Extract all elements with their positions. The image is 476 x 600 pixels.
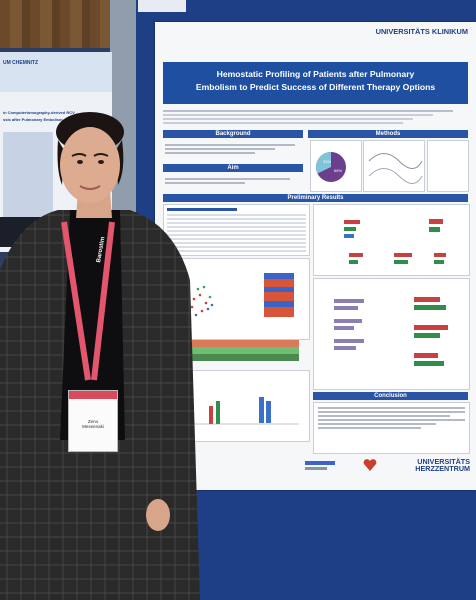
partner-logo (305, 456, 355, 476)
heart-center-logo-text: UNIVERSITÄTS HERZZENTRUM (415, 457, 470, 473)
methods-pie-chart: 33% 66% (316, 152, 346, 182)
left-poster-header (0, 52, 112, 92)
aim-text (165, 176, 300, 186)
section-preliminary-results: Preliminary Results (163, 194, 468, 202)
background-text (165, 142, 300, 156)
primary-outcome-charts (313, 204, 470, 276)
left-poster-title-1: in Computertomography-derived RCV (3, 110, 75, 115)
badge-name-1: Zeno (87, 419, 99, 424)
university-logo: UNIVERSITÄTS KLINIKUM (376, 28, 468, 36)
section-methods: Methods (308, 130, 468, 138)
left-poster-title-2: ssis after Pulmonary Embolism (3, 117, 63, 122)
university-logo-text: UNIVERSITÄTS KLINIKUM (375, 27, 468, 36)
badge-header (69, 391, 117, 399)
cluster-table (179, 340, 299, 362)
board-number-tag (138, 0, 186, 12)
presenter-person (0, 112, 200, 600)
name-badge: Zeno Meseenaki (68, 390, 118, 452)
poster-title: Hemostatic Profiling of Patients after P… (163, 62, 468, 104)
heart-icon (363, 458, 377, 472)
authors-block (163, 108, 463, 126)
left-poster-header-text: UM CHEMNITZ (3, 60, 38, 66)
heart-center-logo: UNIVERSITÄTS HERZZENTRUM (390, 458, 470, 472)
secondary-outcome-charts (313, 278, 470, 390)
conclusion-text (313, 402, 470, 454)
poster-title-line-2: Embolism to Predict Success of Different… (195, 82, 436, 92)
badge-name-2: Meseenaki (82, 424, 104, 429)
wood-panel (0, 0, 120, 48)
pie-label-2: 66% (334, 168, 342, 173)
baseline-table (163, 204, 310, 256)
section-conclusion: Conclusion (313, 392, 468, 400)
methods-pie-box: 33% 66% (310, 140, 362, 192)
section-background: Background (163, 130, 303, 138)
section-aim: Aim (163, 164, 303, 172)
methods-tests-diagram (363, 140, 425, 192)
pie-label-1: 33% (323, 159, 331, 164)
poster-title-line-1: Hemostatic Profiling of Patients after P… (216, 69, 415, 79)
main-poster: UNIVERSITÄTS KLINIKUM Hemostatic Profili… (155, 22, 476, 490)
methods-outcomes-box (427, 140, 469, 192)
